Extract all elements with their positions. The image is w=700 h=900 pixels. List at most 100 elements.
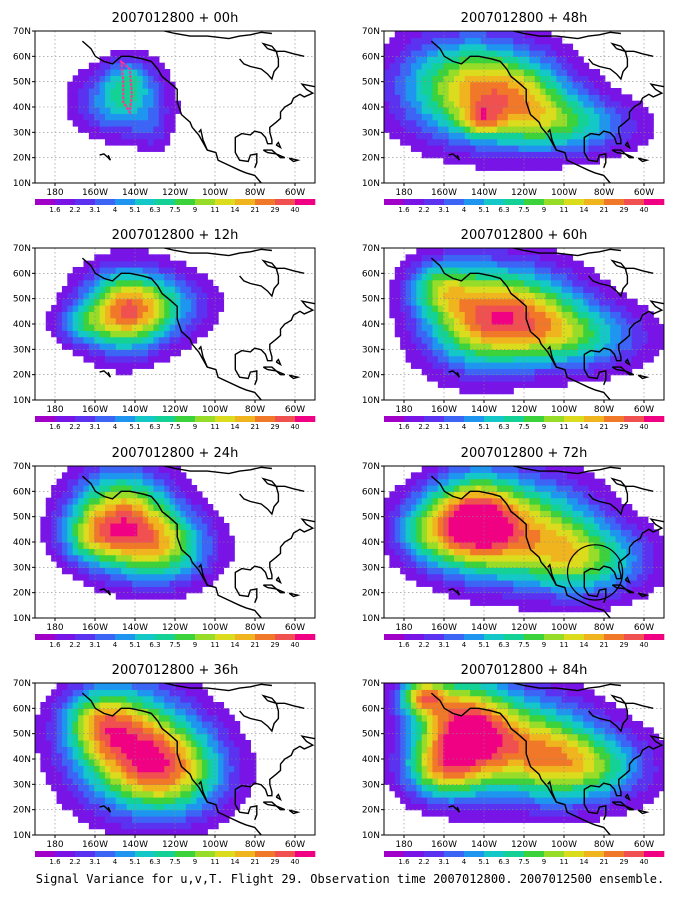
variance-cell xyxy=(502,113,509,121)
variance-cell xyxy=(384,88,390,95)
variance-cell xyxy=(594,362,600,369)
variance-cell xyxy=(540,151,547,159)
variance-cell xyxy=(105,132,111,140)
variance-cell xyxy=(405,69,412,76)
variance-cell xyxy=(502,56,509,64)
variance-cell xyxy=(475,145,482,152)
variance-cell xyxy=(110,472,117,480)
variance-cell xyxy=(561,548,568,556)
variance-cell xyxy=(196,497,203,505)
variance-cell xyxy=(72,472,79,480)
variance-cell xyxy=(475,69,482,76)
variance-cell xyxy=(405,324,412,331)
variance-cell xyxy=(400,132,407,140)
variance-cell xyxy=(99,279,106,287)
variance-cell xyxy=(626,561,633,568)
colorbar-swatch xyxy=(404,634,425,640)
variance-cell xyxy=(405,81,412,89)
variance-cell xyxy=(443,273,450,281)
variance-cell xyxy=(626,138,633,146)
variance-cell xyxy=(432,485,439,492)
variance-cell xyxy=(550,485,557,492)
colorbar-label: 5.1 xyxy=(129,206,140,214)
variance-cell xyxy=(470,548,477,556)
variance-cell xyxy=(443,343,450,350)
variance-cell xyxy=(427,56,434,64)
variance-cell xyxy=(121,248,128,255)
colorbar-swatch xyxy=(175,634,196,640)
variance-cell xyxy=(470,298,477,306)
variance-cell xyxy=(545,580,552,587)
variance-cell xyxy=(121,273,128,281)
variance-cell xyxy=(94,529,101,537)
variance-cell xyxy=(540,336,547,344)
variance-cell xyxy=(394,31,401,38)
variance-cell xyxy=(459,50,466,57)
variance-cell xyxy=(180,580,187,587)
variance-cell xyxy=(599,349,606,357)
variance-cell xyxy=(497,100,504,108)
variance-cell xyxy=(164,279,171,287)
variance-cell xyxy=(534,472,541,480)
variance-cell xyxy=(142,330,149,338)
variance-cell xyxy=(400,485,407,492)
variance-cell xyxy=(72,75,79,83)
variance-cell xyxy=(410,113,417,121)
variance-cell xyxy=(464,336,471,344)
colorbar-label: 1.6 xyxy=(398,641,410,649)
variance-cell xyxy=(540,573,547,581)
variance-cell xyxy=(583,605,590,613)
variance-cell xyxy=(486,324,493,331)
variance-cell xyxy=(448,267,455,274)
variance-cell xyxy=(72,689,79,697)
variance-cell xyxy=(99,683,106,690)
variance-cell xyxy=(502,126,509,133)
variance-cell xyxy=(148,100,155,108)
variance-cell xyxy=(432,279,439,287)
variance-cell xyxy=(443,374,450,382)
variance-cell xyxy=(545,311,552,319)
variance-cell xyxy=(61,516,68,524)
variance-cell xyxy=(191,311,198,319)
variance-cell xyxy=(51,746,58,754)
variance-cell xyxy=(164,349,171,357)
variance-cell xyxy=(497,497,504,505)
x-tick-label: 60W xyxy=(285,623,305,633)
variance-cell xyxy=(470,62,477,70)
variance-cell xyxy=(513,336,520,344)
variance-cell xyxy=(502,298,509,306)
variance-cell xyxy=(384,548,390,556)
variance-cell xyxy=(577,349,584,357)
variance-cell xyxy=(153,478,160,486)
variance-cell xyxy=(583,145,590,152)
variance-cell xyxy=(153,580,160,587)
variance-cell xyxy=(437,491,444,499)
variance-cell xyxy=(72,797,79,804)
variance-cell xyxy=(61,803,68,811)
variance-cell xyxy=(610,561,617,568)
variance-cell xyxy=(513,260,520,268)
variance-cell xyxy=(142,355,149,363)
variance-cell xyxy=(507,254,514,262)
variance-cell xyxy=(599,298,606,306)
variance-cell xyxy=(561,107,568,114)
variance-cell xyxy=(72,119,79,127)
variance-cell xyxy=(126,62,133,70)
variance-cell xyxy=(416,107,423,114)
variance-cell xyxy=(99,816,106,823)
variance-cell xyxy=(88,94,95,102)
variance-cell xyxy=(454,362,460,369)
colorbar-swatch xyxy=(484,416,505,422)
variance-cell xyxy=(454,368,460,376)
variance-cell xyxy=(78,733,85,741)
variance-cell xyxy=(604,548,611,556)
variance-cell xyxy=(448,362,455,369)
variance-cell xyxy=(497,330,504,338)
variance-cell xyxy=(561,305,568,312)
variance-cell xyxy=(394,491,401,499)
variance-cell xyxy=(594,292,600,300)
variance-cell xyxy=(94,809,101,817)
variance-cell xyxy=(131,516,138,524)
colorbar-label: 21 xyxy=(251,641,260,649)
variance-cell xyxy=(604,374,611,382)
